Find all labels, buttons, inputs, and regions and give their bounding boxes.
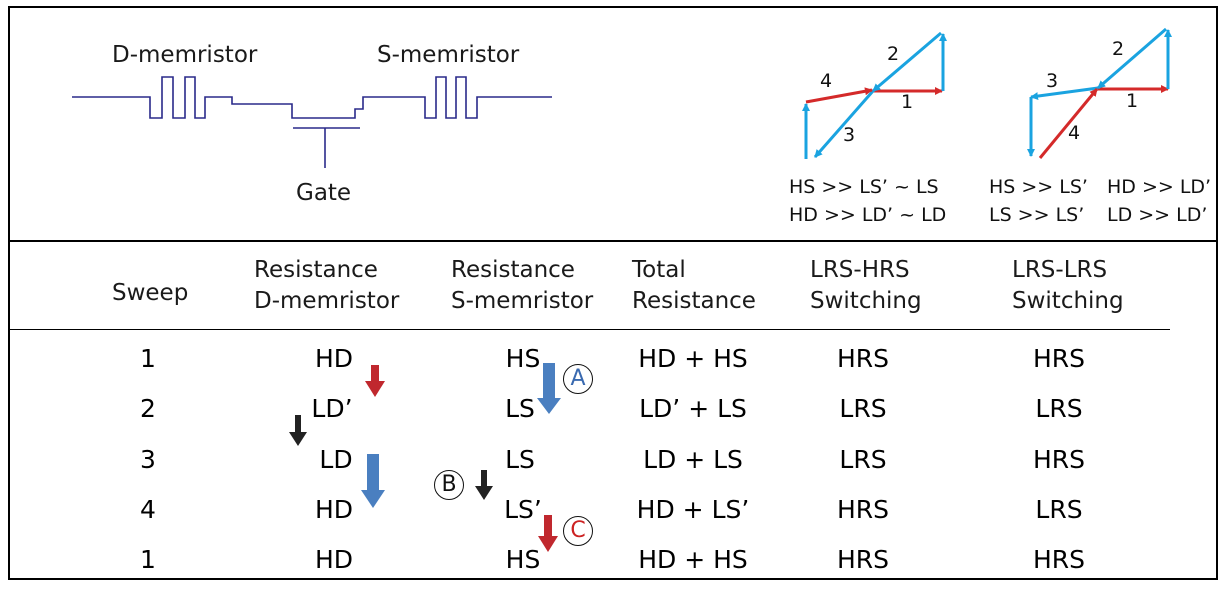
figure-frame — [8, 6, 1218, 580]
header-resistance-d: Resistance D-memristor — [254, 257, 400, 314]
blue-down-arrow-icon — [537, 363, 561, 414]
table-header-rule — [8, 329, 1170, 330]
cell-total-resistance: LD’ + LS — [639, 394, 747, 423]
cell-d-resistance: HD — [314, 495, 354, 524]
loop1-condition-1: HS >> LS’ ~ LS — [789, 176, 939, 198]
cell-d-resistance: HD — [314, 344, 354, 373]
cell-lrs-lrs: LRS — [1035, 394, 1083, 423]
annotation-c: C — [563, 516, 593, 546]
blue-down-arrow-icon — [361, 454, 385, 508]
cell-d-resistance: HD — [314, 545, 354, 574]
loop2-condition-2: HD >> LD’ — [1107, 176, 1212, 198]
red-down-arrow-icon — [365, 365, 385, 397]
black-down-arrow-icon — [475, 470, 493, 500]
cell-lrs-hrs: HRS — [836, 545, 890, 574]
loop2-condition-3: LS >> LS’ — [989, 204, 1085, 226]
cell-lrs-hrs: HRS — [836, 495, 890, 524]
cell-d-resistance: LD’ — [311, 394, 353, 423]
cell-sweep: 2 — [140, 394, 156, 423]
header-lrs-lrs: LRS-LRS Switching — [1012, 257, 1124, 314]
header-total-resistance: Total Resistance — [632, 257, 756, 314]
cell-total-resistance: LD + LS — [643, 445, 743, 474]
annotation-a: A — [563, 364, 593, 394]
cell-total-resistance: HD + HS — [638, 344, 748, 373]
loop2-label-2: 2 — [1112, 38, 1125, 60]
cell-s-resistance: LS — [505, 394, 535, 423]
d-memristor-label: D-memristor — [112, 42, 258, 68]
cell-s-resistance: LS — [505, 445, 535, 474]
black-down-arrow-icon — [289, 415, 307, 446]
cell-sweep: 1 — [140, 545, 156, 574]
loop1-diagram — [802, 31, 947, 159]
cell-lrs-hrs: HRS — [836, 344, 890, 373]
header-sweep: Sweep — [112, 280, 189, 306]
cell-s-resistance: HS — [505, 545, 541, 574]
loop1-label-3: 3 — [843, 124, 856, 146]
header-resistance-s: Resistance S-memristor — [451, 257, 594, 314]
loop1-label-1: 1 — [901, 91, 914, 113]
loop2-label-1: 1 — [1126, 90, 1139, 112]
cell-total-resistance: HD + HS — [638, 545, 748, 574]
circuit-line — [72, 76, 552, 119]
cell-total-resistance: HD + LS’ — [636, 495, 750, 524]
s-memristor-label: S-memristor — [377, 42, 520, 68]
header-lrs-hrs: LRS-HRS Switching — [810, 257, 922, 314]
cell-lrs-lrs: LRS — [1035, 495, 1083, 524]
cell-s-resistance: HS — [505, 344, 541, 373]
loop2-diagram — [1027, 27, 1172, 159]
loop1-label-2: 2 — [887, 43, 900, 65]
loop2-condition-4: LD >> LD’ — [1107, 204, 1208, 226]
cell-lrs-lrs: HRS — [1032, 445, 1086, 474]
cell-lrs-lrs: HRS — [1032, 545, 1086, 574]
loop1-condition-2: HD >> LD’ ~ LD — [789, 204, 947, 226]
cell-sweep: 3 — [140, 445, 156, 474]
cell-lrs-hrs: LRS — [839, 394, 887, 423]
cell-lrs-hrs: LRS — [839, 445, 887, 474]
table-top-rule — [8, 240, 1218, 242]
cell-s-resistance: LS’ — [504, 495, 542, 524]
cell-sweep: 4 — [140, 495, 156, 524]
loop2-condition-1: HS >> LS’ — [989, 176, 1088, 198]
loop2-label-4: 4 — [1068, 122, 1081, 144]
cell-sweep: 1 — [140, 344, 156, 373]
cell-d-resistance: LD — [319, 445, 353, 474]
loop1-label-4: 4 — [820, 70, 833, 92]
annotation-b: B — [434, 470, 464, 500]
red-down-arrow-icon — [538, 515, 558, 552]
cell-lrs-lrs: HRS — [1032, 344, 1086, 373]
gate-label: Gate — [296, 180, 352, 206]
loop2-label-3: 3 — [1046, 70, 1059, 92]
